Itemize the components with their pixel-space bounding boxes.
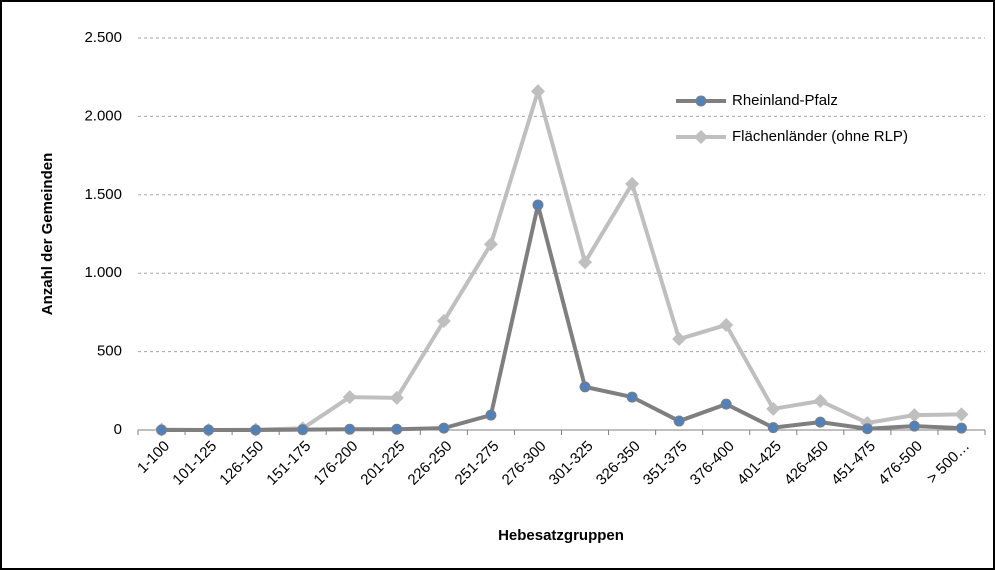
x-axis-title: Hebesatzgruppen xyxy=(498,527,624,544)
diamond-marker xyxy=(578,255,593,270)
legend-label: Flächenländer (ohne RLP) xyxy=(732,128,908,145)
circle-marker xyxy=(908,420,920,432)
series-line xyxy=(161,202,962,432)
diamond-marker xyxy=(436,314,451,329)
circle-marker xyxy=(626,391,638,403)
circle-marker xyxy=(955,422,967,434)
circle-marker xyxy=(695,95,707,107)
y-tick-label: 1.500 xyxy=(84,186,122,203)
diamond-marker xyxy=(813,393,828,408)
circle-marker xyxy=(485,409,497,421)
y-tick-label: 0 xyxy=(114,421,122,438)
y-tick-label: 2.500 xyxy=(84,29,122,46)
diamond-marker xyxy=(342,390,357,405)
circle-marker xyxy=(250,424,262,436)
y-tick-label: 500 xyxy=(97,343,122,360)
diamond-marker xyxy=(530,84,545,99)
circle-marker xyxy=(673,415,685,427)
circle-marker xyxy=(203,424,215,436)
circle-marker xyxy=(579,381,591,393)
diamond-marker xyxy=(766,401,781,416)
circle-marker xyxy=(344,423,356,435)
diamond-marker xyxy=(483,237,498,252)
circle-marker xyxy=(720,398,732,410)
circle-marker xyxy=(391,423,403,435)
diamond-marker xyxy=(389,390,404,405)
y-tick-label: 2.000 xyxy=(84,107,122,124)
diamond-marker xyxy=(719,317,734,332)
diamond-marker xyxy=(954,407,969,422)
circle-marker xyxy=(767,422,779,434)
circle-marker xyxy=(438,422,450,434)
diamond-marker xyxy=(672,332,687,347)
circle-marker xyxy=(156,424,168,436)
diamond-marker xyxy=(625,176,640,191)
circle-marker xyxy=(532,199,544,211)
y-tick-label: 1.000 xyxy=(84,264,122,281)
y-axis-title: Anzahl der Gemeinden xyxy=(39,153,56,316)
diamond-marker xyxy=(907,408,922,423)
diamond-marker xyxy=(694,130,708,144)
circle-marker xyxy=(297,424,309,436)
circle-marker xyxy=(814,416,826,428)
legend-label: Rheinland-Pfalz xyxy=(732,92,838,109)
circle-marker xyxy=(861,423,873,435)
